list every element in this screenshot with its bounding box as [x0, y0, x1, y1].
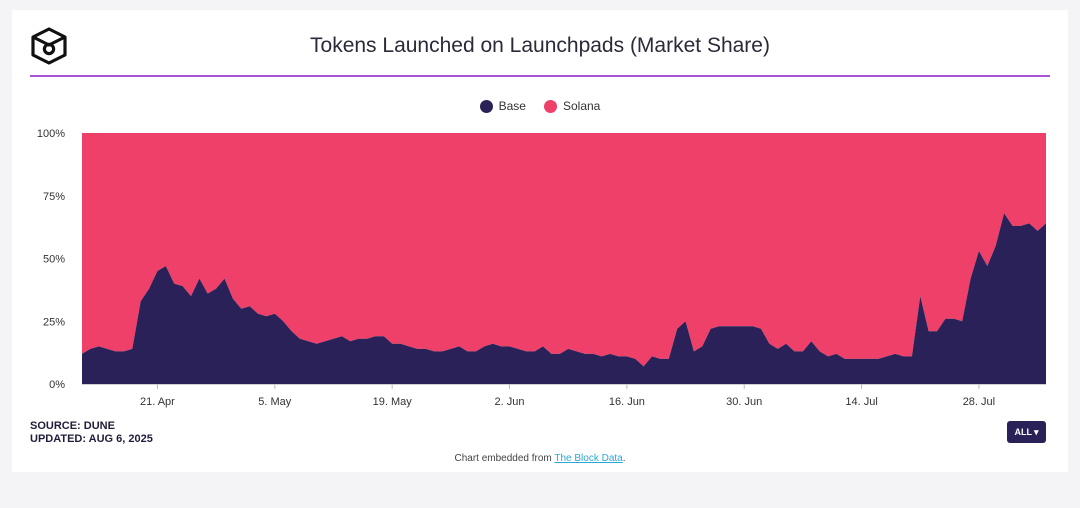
chart-title: Tokens Launched on Launchpads (Market Sh… — [310, 34, 770, 57]
range-all-button[interactable]: ALL ▾ — [1007, 421, 1046, 443]
legend-marker-base — [479, 99, 493, 113]
title-divider — [30, 75, 1050, 77]
chart-legend: Base Solana — [0, 99, 1080, 113]
x-tick-label: 28. Jul — [963, 396, 995, 408]
embed-suffix: . — [622, 453, 626, 464]
x-tick-label: 21. Apr — [140, 396, 175, 408]
legend-marker-solana — [543, 99, 557, 113]
legend-item-base[interactable]: Base — [479, 99, 526, 113]
y-tick-label: 75% — [43, 191, 65, 203]
legend-label-solana: Solana — [562, 99, 601, 113]
x-tick-label: 14. Jul — [845, 396, 877, 408]
updated-line: UPDATED: AUG 6, 2025 — [30, 433, 153, 445]
x-tick-label: 19. May — [373, 396, 413, 408]
x-tick-label: 2. Jun — [495, 396, 525, 408]
y-tick-label: 50% — [43, 254, 65, 266]
legend-item-solana[interactable]: Solana — [543, 99, 601, 113]
x-tick-label: 16. Jun — [609, 396, 645, 408]
x-tick-label: 5. May — [258, 396, 292, 408]
source-note: SOURCE: DUNE UPDATED: AUG 6, 2025 — [30, 420, 153, 446]
the-block-data-link[interactable]: The Block Data — [554, 453, 623, 464]
legend-label-base: Base — [498, 99, 526, 113]
range-all-label: ALL — [1014, 427, 1032, 437]
y-tick-label: 0% — [49, 379, 65, 391]
theblock-cube-logo-icon — [31, 27, 67, 65]
source-line: SOURCE: DUNE — [30, 420, 115, 432]
embed-prefix: Chart embedded from — [454, 453, 555, 464]
x-tick-label: 30. Jun — [726, 396, 762, 408]
series-area-solana — [82, 133, 1046, 367]
embed-note: Chart embedded from The Block Data. — [0, 453, 1080, 464]
y-tick-label: 100% — [37, 128, 65, 140]
y-tick-label: 25% — [43, 316, 65, 328]
chevron-down-icon: ▾ — [1033, 426, 1039, 437]
series-area-base — [82, 213, 1046, 384]
